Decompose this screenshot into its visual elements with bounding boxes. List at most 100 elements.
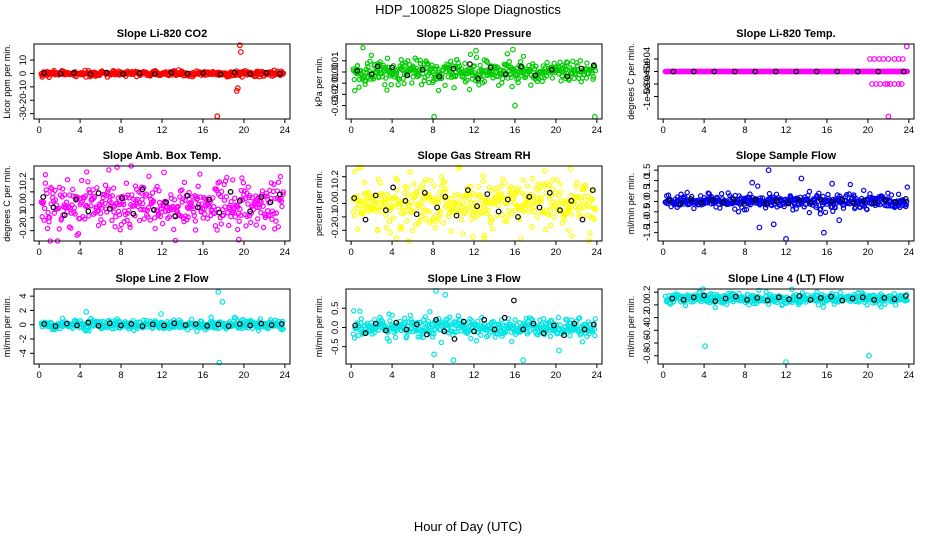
- data-point: [484, 59, 490, 66]
- data-point: [467, 191, 473, 198]
- data-point: [507, 186, 513, 192]
- x-tick-label: 8: [742, 125, 747, 136]
- data-point: [385, 197, 391, 203]
- data-point: [395, 82, 401, 88]
- reference-point: [95, 190, 102, 197]
- data-point: [150, 198, 157, 204]
- reference-point: [225, 323, 232, 330]
- data-point: [104, 209, 110, 215]
- data-point: [445, 74, 451, 80]
- data-point: [99, 199, 105, 205]
- reference-point: [581, 326, 588, 333]
- data-point: [228, 198, 234, 205]
- data-point: [166, 214, 172, 220]
- panel-8: Slope Line 3 Flow ml/min per min. 0 4 8 12 16 2…: [314, 273, 603, 381]
- reference-point: [501, 314, 508, 321]
- data-points: [662, 167, 911, 242]
- data-point: [591, 216, 597, 223]
- y-tick-label: 0.0: [330, 197, 341, 210]
- data-point: [351, 308, 357, 314]
- reference-point: [368, 71, 375, 78]
- outlier-point: [219, 299, 226, 305]
- reference-point: [70, 69, 77, 76]
- reference-point: [63, 320, 70, 327]
- panel-2: Slope Li-820 Pressure kPa per min. 0 4 8 12 16…: [314, 28, 603, 136]
- data-point: [421, 77, 427, 84]
- data-point: [438, 339, 445, 346]
- data-point: [503, 218, 510, 225]
- reference-point: [433, 316, 440, 323]
- data-point: [225, 222, 232, 229]
- data-point: [363, 78, 369, 84]
- data-point: [109, 217, 115, 223]
- x-tick-label: 20: [239, 125, 250, 136]
- data-point: [279, 203, 285, 210]
- outlier-point: [770, 221, 777, 228]
- panel-7: Slope Line 2 Flow ml/min per min. 0 4 8 12 16 2…: [2, 273, 291, 381]
- reference-point: [424, 331, 430, 338]
- y-tick-label: -0.01: [330, 72, 341, 94]
- outlier-point: [556, 347, 562, 354]
- data-point: [566, 327, 572, 334]
- x-tick-label: 20: [551, 370, 562, 381]
- data-point: [590, 74, 597, 80]
- data-point: [171, 197, 178, 203]
- y-tick-label: -0.5: [330, 339, 341, 355]
- data-point: [548, 222, 554, 229]
- data-point: [520, 177, 527, 183]
- data-point: [528, 82, 534, 88]
- data-point: [388, 81, 394, 88]
- data-point: [447, 314, 453, 320]
- reference-point: [403, 326, 410, 333]
- x-tick-label: 12: [157, 125, 168, 136]
- data-point: [152, 225, 158, 232]
- outlier-point: [235, 236, 242, 243]
- data-point: [437, 213, 443, 219]
- data-point: [542, 168, 548, 174]
- data-point: [512, 317, 518, 323]
- reference-point: [247, 322, 254, 329]
- y-tick-label: -1.5: [642, 224, 653, 240]
- outlier-point: [866, 352, 872, 359]
- data-point: [878, 304, 884, 310]
- data-point: [414, 57, 420, 63]
- reference-point: [568, 197, 575, 204]
- data-point: [195, 201, 202, 207]
- x-tick-label: 16: [198, 125, 209, 136]
- data-point: [766, 190, 773, 197]
- data-point: [255, 327, 262, 334]
- data-point: [123, 180, 130, 186]
- data-point: [179, 187, 185, 193]
- data-point: [255, 216, 261, 222]
- data-point: [116, 201, 122, 208]
- y-tick-label: -10: [18, 80, 29, 94]
- data-point: [230, 208, 237, 214]
- reference-point: [441, 328, 448, 335]
- data-point: [136, 217, 143, 224]
- x-tick-label: 20: [863, 125, 874, 136]
- data-point: [732, 206, 738, 212]
- y-tick-label: 0.5: [330, 302, 341, 315]
- y-tick-label: 5e-04: [642, 47, 653, 71]
- data-point: [181, 179, 188, 186]
- data-point: [260, 203, 266, 209]
- data-point: [114, 164, 120, 170]
- data-point: [440, 219, 446, 226]
- data-point: [95, 222, 102, 229]
- data-point: [436, 189, 443, 195]
- data-point: [188, 316, 195, 322]
- reference-point: [184, 70, 191, 77]
- reference-point: [564, 73, 571, 80]
- data-point: [97, 210, 104, 217]
- data-point: [129, 192, 135, 198]
- data-point: [820, 304, 827, 310]
- reference-point: [813, 68, 820, 75]
- data-point: [756, 287, 762, 293]
- data-point: [403, 208, 409, 214]
- reference-point: [698, 199, 704, 206]
- data-point: [508, 74, 514, 80]
- reference-point: [182, 322, 189, 329]
- data-points: [38, 42, 287, 120]
- outlier-point: [236, 42, 243, 49]
- reference-point: [231, 69, 238, 76]
